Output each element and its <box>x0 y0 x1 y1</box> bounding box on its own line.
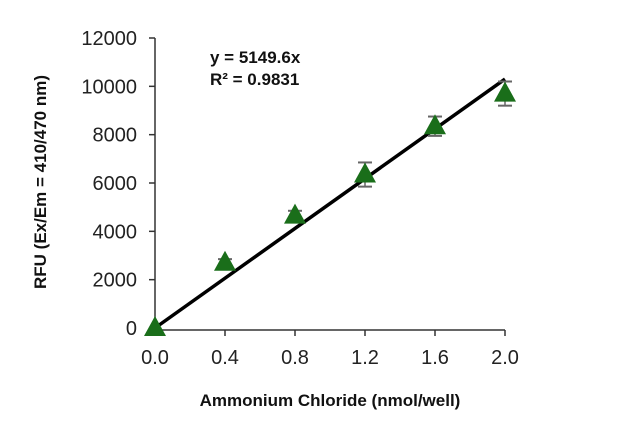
y-tick-label: 2000 <box>93 270 138 292</box>
y-tick-label: 10000 <box>81 76 137 98</box>
y-axis: 0 2000 4000 6000 8000 10000 12000 <box>81 28 156 340</box>
x-axis: 0.0 0.4 0.8 1.2 1.6 2.0 <box>141 329 519 369</box>
x-tick-label: 1.2 <box>351 347 379 369</box>
triangle-marker <box>214 250 236 271</box>
triangle-marker <box>284 203 306 224</box>
y-tick-label: 0 <box>126 318 137 340</box>
trendline <box>153 77 507 330</box>
y-tick-label: 12000 <box>81 28 137 50</box>
x-tick-label: 0.4 <box>211 347 239 369</box>
triangle-marker <box>494 81 516 102</box>
equation-label: y = 5149.6x <box>210 48 301 67</box>
triangle-marker <box>424 114 446 135</box>
triangle-marker <box>354 162 376 183</box>
r-squared-label: R² = 0.9831 <box>210 70 299 89</box>
triangle-marker <box>144 316 166 336</box>
y-axis-title: RFU (Ex/Em = 410/470 nm) <box>31 75 50 289</box>
x-tick-label: 1.6 <box>421 347 449 369</box>
y-tick-label: 8000 <box>93 125 138 147</box>
x-axis-title: Ammonium Chloride (nmol/well) <box>200 391 461 410</box>
data-points <box>144 80 516 336</box>
x-tick-label: 0.8 <box>281 347 309 369</box>
x-tick-label: 2.0 <box>491 347 519 369</box>
y-tick-label: 4000 <box>93 221 138 243</box>
x-tick-label: 0.0 <box>141 347 169 369</box>
y-tick-label: 6000 <box>93 173 138 195</box>
